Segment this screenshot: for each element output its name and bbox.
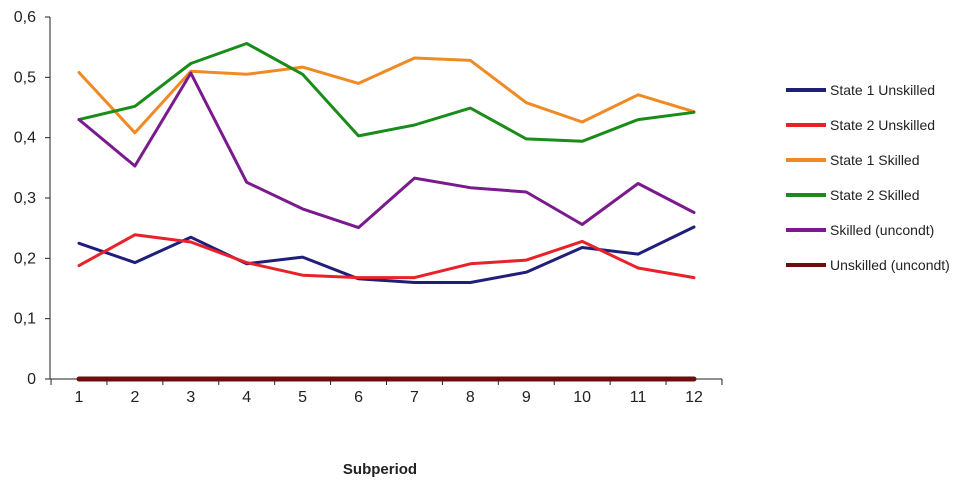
x-tick-label: 1 bbox=[75, 389, 84, 406]
y-tick-label: 0,5 bbox=[14, 69, 36, 86]
legend: State 1 Unskilled State 2 Unskilled State … bbox=[786, 82, 950, 273]
legend-label: Skilled (uncondt) bbox=[830, 222, 934, 238]
series-line-state-2-unskilled bbox=[77, 233, 696, 280]
y-tick-label: 0,3 bbox=[14, 190, 36, 207]
series-line-state-1-skilled bbox=[77, 56, 696, 135]
legend-label: State 2 Skilled bbox=[830, 187, 920, 203]
x-tick-label: 2 bbox=[130, 389, 139, 406]
y-tick-label: 0,6 bbox=[14, 9, 36, 26]
x-axis-title: Subperiod bbox=[343, 461, 417, 478]
x-tick-label: 4 bbox=[242, 389, 251, 406]
x-tick-label: 10 bbox=[573, 389, 591, 406]
y-tick-label: 0,4 bbox=[14, 130, 36, 147]
series-line-skilled-uncondt bbox=[77, 71, 696, 230]
x-tick-label: 7 bbox=[410, 389, 419, 406]
x-tick-label: 12 bbox=[685, 389, 703, 406]
y-tick-label: 0 bbox=[27, 371, 36, 388]
legend-label: Unskilled (uncondt) bbox=[830, 257, 950, 273]
x-axis-ticks: 1 2 3 4 5 6 7 8 9 10 11 12 bbox=[50, 379, 723, 406]
legend-label: State 1 Skilled bbox=[830, 152, 920, 168]
x-tick-label: 6 bbox=[354, 389, 363, 406]
y-axis-ticks: 0 0,1 0,2 0,3 0,4 0,5 0,6 bbox=[14, 9, 50, 388]
x-tick-label: 9 bbox=[522, 389, 531, 406]
y-tick-label: 0,1 bbox=[14, 311, 36, 328]
y-tick-label: 0,2 bbox=[14, 250, 36, 267]
x-tick-label: 11 bbox=[630, 389, 647, 406]
legend-label: State 1 Unskilled bbox=[830, 82, 935, 98]
legend-label: State 2 Unskilled bbox=[830, 117, 935, 133]
x-tick-label: 3 bbox=[186, 389, 195, 406]
series-lines bbox=[76, 42, 697, 382]
series-line-state-2-skilled bbox=[77, 42, 696, 143]
x-tick-label: 5 bbox=[298, 389, 307, 406]
series-line-state-1-unskilled bbox=[77, 225, 696, 284]
x-tick-label: 8 bbox=[466, 389, 475, 406]
